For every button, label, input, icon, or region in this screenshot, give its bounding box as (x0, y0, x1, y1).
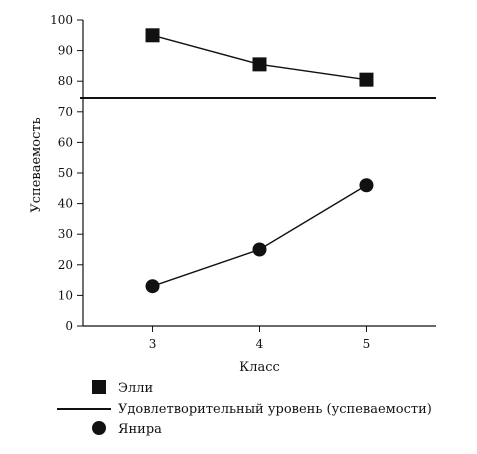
y-tick-label: 40 (58, 197, 73, 211)
data-point-square (252, 57, 267, 72)
x-axis: 3 4 5 (83, 325, 436, 351)
y-tick-label: 60 (58, 135, 73, 149)
x-tick-label: 4 (256, 337, 264, 351)
y-tick-label: 10 (58, 288, 73, 302)
series-layer (145, 28, 374, 294)
legend-label-elli: Элли (118, 381, 153, 396)
data-point-square (145, 28, 160, 43)
y-tick-label: 0 (65, 319, 73, 333)
data-point-square (359, 72, 374, 87)
y-axis-title: Успеваемость (29, 117, 44, 212)
legend-label-satisfactory-level: Удовлетворительный уровень (успеваемости… (118, 402, 432, 417)
y-axis: 0 10 20 30 40 50 60 70 80 90 100 (50, 13, 84, 333)
y-tick-label: 90 (58, 44, 73, 58)
y-tick-label: 100 (50, 13, 73, 27)
legend-circle-marker (92, 421, 106, 435)
y-tick-label: 50 (58, 166, 73, 180)
series-line-yanira (152, 184, 367, 287)
x-tick-label: 5 (363, 337, 371, 351)
data-point-circle (359, 178, 374, 193)
legend-label-yanira: Янира (118, 422, 162, 437)
y-tick-label: 70 (58, 105, 73, 119)
y-tick-label: 20 (58, 258, 73, 272)
legend-square-marker (92, 380, 106, 394)
x-tick-label: 3 (149, 337, 157, 351)
x-axis-title: Класс (239, 360, 280, 375)
y-tick-label: 30 (58, 227, 73, 241)
data-point-circle (145, 279, 160, 294)
y-tick-label: 80 (58, 74, 73, 88)
legend: Элли Удовлетворительный уровень (успевае… (57, 380, 432, 437)
data-point-circle (252, 242, 267, 257)
